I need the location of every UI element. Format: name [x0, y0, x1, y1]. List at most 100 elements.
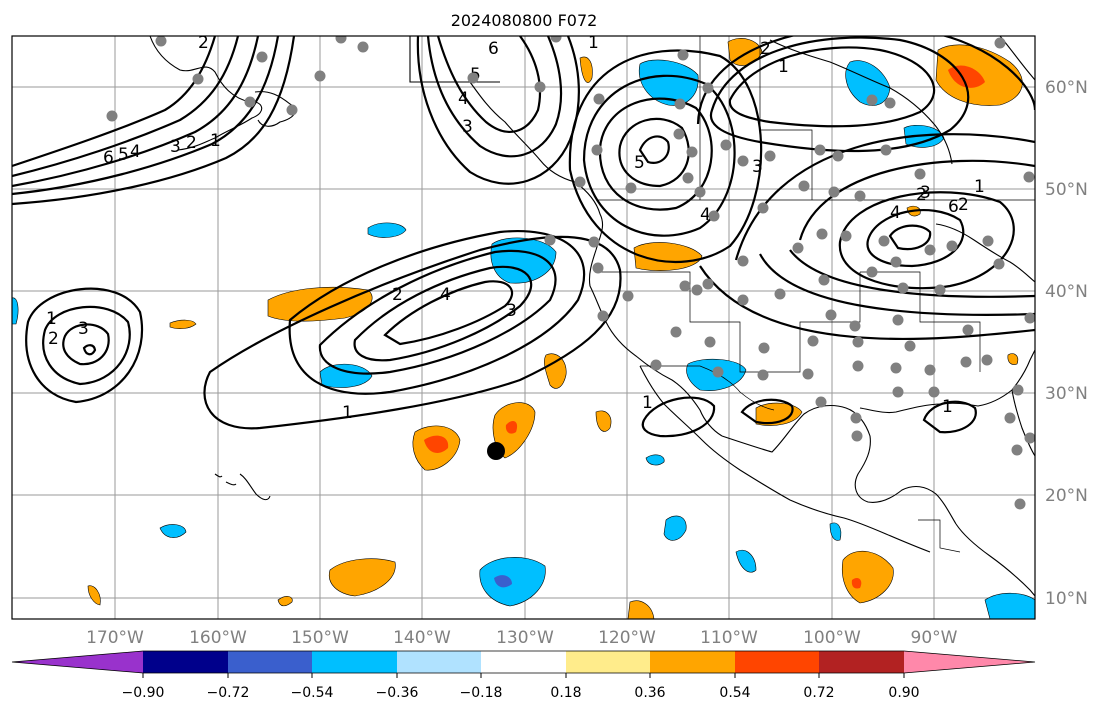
station-marker [357, 41, 369, 53]
station-marker [534, 81, 546, 93]
lon-tick-label: 130°W [496, 628, 554, 648]
anomaly-region [841, 550, 894, 604]
station-marker [244, 96, 256, 108]
contour-label: 4 [700, 205, 711, 225]
contour-label: 3 [170, 137, 181, 157]
station-marker [686, 146, 698, 158]
lon-tick-label: 110°W [700, 628, 758, 648]
station-marker [757, 202, 769, 214]
contour-label: 3 [752, 157, 763, 177]
contour-label: 1 [642, 393, 653, 413]
station-marker [924, 364, 936, 376]
figure-title: 2024080800 F072 [451, 11, 598, 30]
contour-label: 1 [942, 397, 953, 417]
colorbar-tick-labels: −0.90 −0.72 −0.54 −0.36 −0.18 0.18 0.36 … [122, 685, 920, 701]
station-marker [677, 49, 689, 61]
map-layer: 6 5 4 3 2 1 6 5 4 3 2 1 1 2 3 4 5 6 2 4 … [12, 33, 1035, 619]
contour-label: 6 [948, 197, 959, 217]
colorbar-segment [228, 651, 312, 673]
station-marker [674, 98, 686, 110]
station-marker [625, 182, 637, 194]
colorbar-tick-label: 0.36 [634, 685, 665, 701]
station-marker [1011, 444, 1023, 456]
station-marker [866, 266, 878, 278]
lat-tick-label: 40°N [1045, 282, 1088, 302]
station-marker [737, 255, 749, 267]
contour-label: 4 [890, 203, 901, 223]
colorbar-segment [819, 651, 904, 673]
station-marker [256, 51, 268, 63]
contour-label: 1 [46, 309, 57, 329]
station-marker [825, 309, 837, 321]
lon-tick-label: 90°W [911, 628, 958, 648]
contour-label-group: 6 5 4 3 2 1 6 5 4 3 2 1 1 2 3 4 5 6 2 4 … [46, 33, 985, 423]
contour-label: 5 [118, 145, 129, 165]
station-marker [946, 240, 958, 252]
contour-label: 4 [458, 89, 469, 109]
station-marker [622, 290, 634, 302]
colorbar-arrow-left [12, 651, 143, 673]
contour-label: 6 [488, 39, 499, 59]
station-marker [588, 236, 600, 248]
contour-label: 2 [48, 329, 59, 349]
anomaly-region [267, 286, 373, 322]
station-marker [1004, 412, 1016, 424]
station-marker [832, 150, 844, 162]
contour-label: 1 [342, 403, 353, 423]
station-marker [1023, 171, 1035, 183]
contour-label: 1 [588, 33, 599, 53]
station-marker [798, 180, 810, 192]
colorbar-tick-label: 0.18 [550, 685, 581, 701]
anomaly-region [319, 363, 373, 388]
anomaly-region [851, 577, 862, 589]
anomaly-region [505, 420, 518, 434]
station-marker [1024, 312, 1035, 324]
station-markers [106, 36, 1035, 510]
colorbar-tick-label: 0.54 [719, 685, 750, 701]
colorbar-tick-label: −0.54 [291, 685, 334, 701]
colorbar-tick-label: 0.72 [803, 685, 834, 701]
anomaly-region [367, 222, 407, 238]
anomaly-region [424, 435, 449, 453]
anomaly-region [645, 454, 665, 466]
lat-tick-label: 20°N [1045, 486, 1088, 506]
station-marker [993, 258, 1005, 270]
colorbar-segment [735, 651, 819, 673]
anomaly-region [579, 56, 593, 83]
lat-tick-label: 30°N [1045, 384, 1088, 404]
contour-label: 2 [198, 33, 209, 53]
station-marker [679, 280, 691, 292]
anomaly-region [479, 556, 546, 607]
lon-tick-label: 160°W [189, 628, 247, 648]
anomaly-region [595, 410, 612, 432]
lat-tick-label: 60°N [1045, 78, 1088, 98]
station-marker [851, 430, 863, 442]
station-marker [914, 168, 926, 180]
station-marker [758, 342, 770, 354]
colorbar-tick-label: 0.90 [888, 685, 919, 701]
station-marker [314, 70, 326, 82]
station-marker [593, 93, 605, 105]
station-marker [757, 369, 769, 381]
anomaly-region [490, 237, 557, 284]
contour-label: 1 [778, 57, 789, 77]
station-marker [890, 362, 902, 374]
station-marker [850, 412, 862, 424]
station-marker [897, 282, 909, 294]
colorbar-tick-label: −0.90 [122, 685, 165, 701]
colorbar-tick-label: −0.18 [460, 685, 503, 701]
longitude-labels: 170°W 160°W 150°W 140°W 130°W 120°W 110°… [86, 628, 958, 648]
station-marker [852, 360, 864, 372]
colorbar-segment [566, 651, 650, 673]
anomaly-region [663, 515, 687, 541]
station-marker [892, 314, 904, 326]
contour-label: 2 [958, 195, 969, 215]
lat-tick-label: 10°N [1045, 589, 1088, 609]
lon-tick-label: 170°W [86, 628, 144, 648]
station-marker [682, 172, 694, 184]
station-marker [702, 278, 714, 290]
station-marker [849, 320, 861, 332]
anomaly-region [494, 575, 512, 588]
highlight-point [487, 442, 505, 460]
anomaly-region [169, 319, 197, 329]
